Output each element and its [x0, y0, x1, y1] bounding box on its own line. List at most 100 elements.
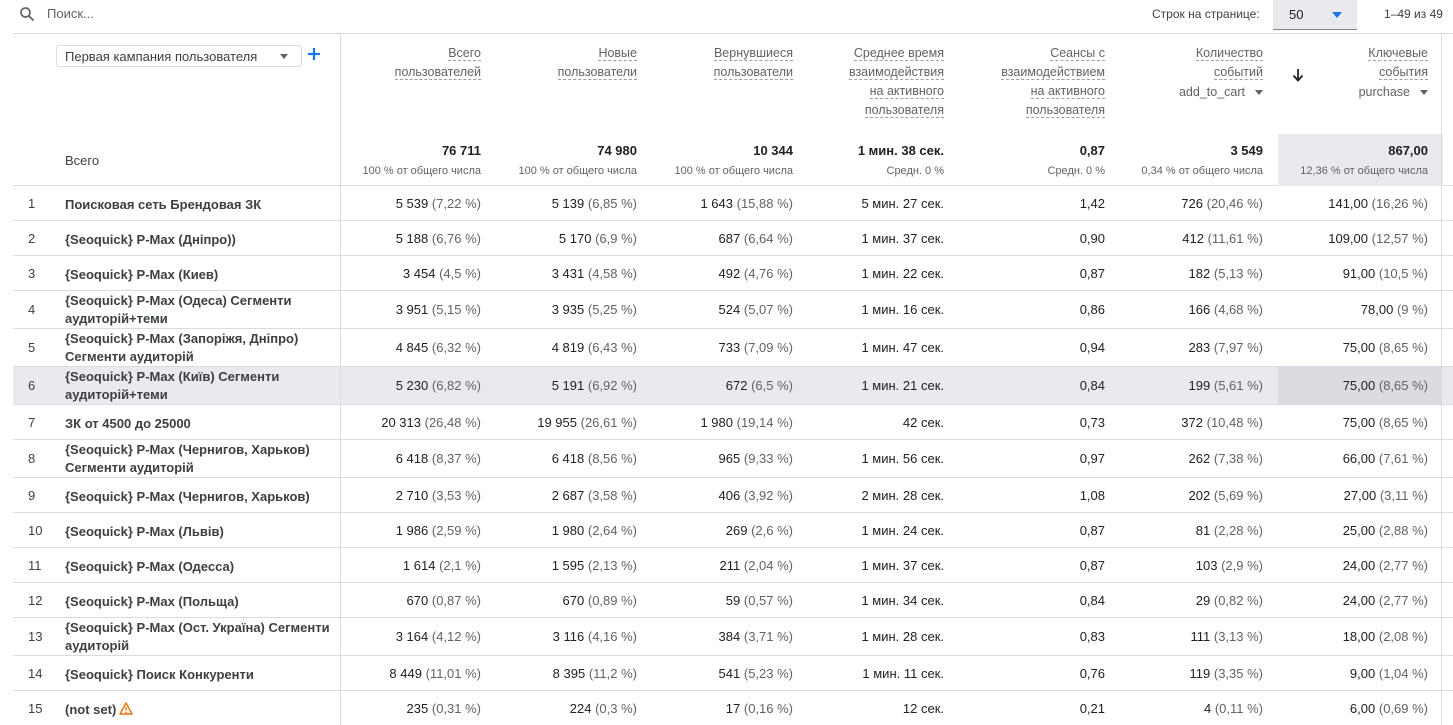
metric-value: 1 614 — [402, 558, 436, 573]
metric-value: 17 — [725, 701, 741, 716]
metric-value: 109,00 — [1328, 231, 1368, 246]
metric-cell: 75,00 (8,65 %) — [1278, 415, 1428, 430]
search-input[interactable]: Поиск... — [47, 6, 94, 21]
metric-cell: 0,87 — [955, 266, 1105, 281]
campaign-name-text: Поисковая сеть Брендовая ЗК — [65, 197, 262, 212]
metric-header-label: Среднее время — [853, 46, 944, 61]
metric-percent: (26,61 %) — [580, 415, 637, 430]
metric-cell: 1 мин. 11 сек. — [804, 666, 944, 681]
metric-header[interactable]: Сеансы с взаимодействием на активного польз… — [955, 44, 1105, 120]
metric-percent: (2,04 %) — [743, 558, 793, 573]
table-row[interactable]: 3 {Seoquick} P-Max (Киев) 3 454 (4,5 %) 3 4… — [13, 256, 1453, 291]
dimension-select[interactable]: Первая кампания пользователя — [56, 45, 302, 67]
metric-percent: (9,33 %) — [743, 451, 793, 466]
metric-header[interactable]: Ключевые события purchase — [1278, 44, 1428, 102]
campaign-name[interactable]: {Seoquick} P-Max (Польща) — [65, 593, 335, 611]
campaign-name[interactable]: {Seoquick} P-Max (Чернигов, Харьков) Сег… — [65, 441, 335, 477]
metric-cell: 5 188 (6,76 %) — [331, 231, 481, 246]
table-row[interactable]: 5 {Seoquick} P-Max (Запоріжя, Дніпро) Сег… — [13, 329, 1453, 367]
metric-cell: 24,00 (2,77 %) — [1278, 593, 1428, 608]
rows-per-page-value: 50 — [1289, 7, 1304, 22]
table-row[interactable]: 2 {Seoquick} P-Max (Дніпро)) 5 188 (6,76 %… — [13, 221, 1453, 256]
search-icon[interactable] — [18, 5, 36, 23]
event-filter-select[interactable]: purchase — [1359, 83, 1428, 102]
metric-cell: 0,90 — [955, 231, 1105, 246]
campaign-name-text: {Seoquick} P-Max (Польща) — [65, 594, 239, 609]
warning-icon[interactable] — [119, 702, 133, 715]
metric-cell: 5 170 (6,9 %) — [487, 231, 637, 246]
metric-cell: 12 сек. — [804, 701, 944, 716]
metric-header[interactable]: Новые пользователи — [487, 44, 637, 82]
metric-percent: (5,23 %) — [743, 666, 793, 681]
campaign-name-text: {Seoquick} P-Max (Київ) Сегменти аудитор… — [65, 369, 280, 402]
metric-value: 1 мин. 37 сек. — [861, 558, 944, 573]
metric-total-value: 76 711 — [441, 143, 481, 158]
metric-cell: 1 мин. 21 сек. — [804, 378, 944, 393]
metric-value: 1,08 — [1079, 488, 1105, 503]
column-divider — [1441, 440, 1442, 478]
table-row[interactable]: 11 {Seoquick} P-Max (Одесса) 1 614 (2,1 %)… — [13, 548, 1453, 583]
campaign-name[interactable]: {Seoquick} P-Max (Киев) — [65, 266, 335, 284]
table-row[interactable]: 13 {Seoquick} P-Max (Ост. Україна) Сегмен… — [13, 618, 1453, 656]
metric-cell: 1 980 (2,64 %) — [487, 523, 637, 538]
campaign-name-text: {Seoquick} P-Max (Дніпро)) — [65, 232, 236, 247]
campaign-name[interactable]: {Seoquick} P-Max (Запоріжя, Дніпро) Сегм… — [65, 330, 335, 366]
rows-per-page-select[interactable]: 50 — [1273, 0, 1357, 30]
metric-header[interactable]: Количество событий add_to_cart — [1113, 44, 1263, 102]
campaign-name[interactable]: ЗК от 4500 до 25000 — [65, 415, 335, 433]
metric-cell: 59 (0,57 %) — [643, 593, 793, 608]
metric-value: 29 — [1195, 593, 1211, 608]
add-dimension-icon[interactable] — [307, 47, 321, 61]
table-row[interactable]: 15 (not set) 235 (0,31 %) 224 (0,3 %) 17 (0,… — [13, 691, 1453, 725]
campaign-name[interactable]: {Seoquick} P-Max (Київ) Сегменти аудитор… — [65, 368, 335, 404]
campaign-name[interactable]: {Seoquick} P-Max (Дніпро)) — [65, 231, 335, 249]
campaign-name[interactable]: {Seoquick} P-Max (Одеса) Сегменти аудито… — [65, 292, 335, 328]
metric-percent: (11,01 %) — [425, 666, 481, 681]
metric-header[interactable]: Вернувшиеся пользователи — [643, 44, 793, 82]
metric-cell: 1,08 — [955, 488, 1105, 503]
metric-cell: 5 139 (6,85 %) — [487, 196, 637, 211]
metric-total-percent: 12,36 % от общего числа — [1300, 165, 1428, 177]
metric-value: 4 845 — [395, 340, 429, 355]
table-row[interactable]: 12 {Seoquick} P-Max (Польща) 670 (0,87 %) 6… — [13, 583, 1453, 618]
campaign-name[interactable]: {Seoquick} Поиск Конкуренти — [65, 666, 335, 684]
metric-percent: (3,71 %) — [743, 629, 793, 644]
metric-percent: (4,76 %) — [743, 266, 793, 281]
campaign-name[interactable]: {Seoquick} P-Max (Львів) — [65, 523, 335, 541]
table-row[interactable]: 4 {Seoquick} P-Max (Одеса) Сегменти аудит… — [13, 291, 1453, 329]
metric-header-label: Новые — [598, 46, 637, 61]
metric-value: 670 — [406, 593, 429, 608]
metric-value: 5 230 — [395, 378, 429, 393]
event-filter-label: add_to_cart — [1178, 85, 1245, 99]
metric-percent: (5,69 %) — [1213, 488, 1263, 503]
campaign-name[interactable]: {Seoquick} P-Max (Ост. Україна) Сегменти… — [65, 619, 335, 655]
metric-cell: 384 (3,71 %) — [643, 629, 793, 644]
metric-percent: (8,37 %) — [431, 451, 481, 466]
table-row[interactable]: 1 Поисковая сеть Брендовая ЗК 5 539 (7,22 … — [13, 186, 1453, 221]
metric-value: 384 — [718, 629, 741, 644]
event-filter-select[interactable]: add_to_cart — [1179, 83, 1263, 102]
table-row[interactable]: 10 {Seoquick} P-Max (Львів) 1 986 (2,59 %)… — [13, 513, 1453, 548]
table-row[interactable]: 14 {Seoquick} Поиск Конкуренти 8 449 (11,0… — [13, 656, 1453, 691]
metric-value: 0,76 — [1079, 666, 1105, 681]
campaign-name[interactable]: (not set) — [65, 701, 335, 719]
metric-value: 1 мин. 47 сек. — [861, 340, 944, 355]
metric-cell: 27,00 (3,11 %) — [1278, 488, 1428, 503]
table-row[interactable]: 8 {Seoquick} P-Max (Чернигов, Харьков) Се… — [13, 440, 1453, 478]
metric-percent: (7,38 %) — [1213, 451, 1263, 466]
campaign-name[interactable]: {Seoquick} P-Max (Чернигов, Харьков) — [65, 488, 335, 506]
metric-value: 1 мин. 21 сек. — [861, 378, 944, 393]
metric-value: 5 188 — [395, 231, 429, 246]
metric-cell: 541 (5,23 %) — [643, 666, 793, 681]
table-row[interactable]: 7 ЗК от 4500 до 25000 20 313 (26,48 %) 19 9… — [13, 405, 1453, 440]
metric-header[interactable]: Среднее время взаимодействия на активного п… — [804, 44, 944, 120]
campaign-name[interactable]: Поисковая сеть Брендовая ЗК — [65, 196, 335, 214]
metric-value: 235 — [406, 701, 429, 716]
campaign-name[interactable]: {Seoquick} P-Max (Одесса) — [65, 558, 335, 576]
column-divider — [1441, 221, 1442, 256]
metric-header[interactable]: Всего пользователей — [331, 44, 481, 82]
sort-descending-arrow-icon[interactable] — [1292, 68, 1304, 82]
table-row[interactable]: 9 {Seoquick} P-Max (Чернигов, Харьков) 2 7… — [13, 478, 1453, 513]
table-row[interactable]: 6 {Seoquick} P-Max (Київ) Сегменти аудито… — [13, 367, 1453, 405]
metric-value: 199 — [1188, 378, 1211, 393]
